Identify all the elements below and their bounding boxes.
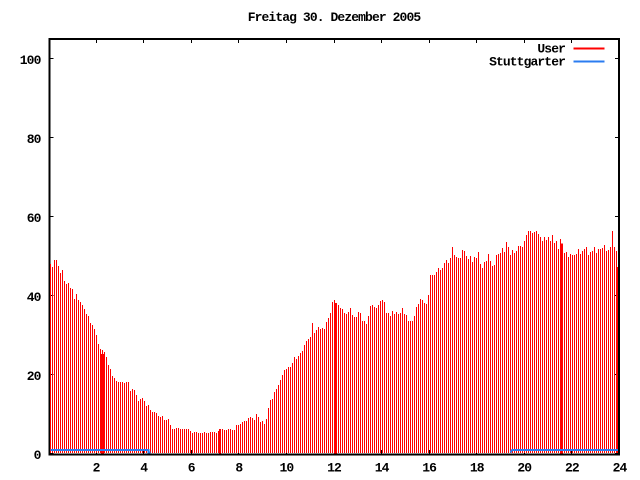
svg-text:18: 18: [470, 461, 485, 476]
svg-text:10: 10: [279, 461, 294, 476]
svg-text:6: 6: [188, 461, 196, 476]
svg-text:24: 24: [613, 461, 628, 476]
svg-text:14: 14: [375, 461, 390, 476]
svg-text:User: User: [537, 42, 565, 57]
svg-text:8: 8: [235, 461, 243, 476]
svg-text:22: 22: [565, 461, 580, 476]
svg-text:20: 20: [517, 461, 532, 476]
svg-text:4: 4: [140, 461, 148, 476]
svg-text:2: 2: [93, 461, 101, 476]
svg-text:Stuttgarter: Stuttgarter: [489, 55, 565, 70]
svg-text:12: 12: [327, 461, 342, 476]
svg-text:20: 20: [27, 369, 42, 384]
svg-text:60: 60: [27, 211, 42, 226]
svg-text:0: 0: [34, 448, 42, 463]
svg-text:40: 40: [27, 290, 42, 305]
svg-text:16: 16: [422, 461, 437, 476]
svg-text:Freitag 30. Dezember 2005: Freitag 30. Dezember 2005: [248, 10, 422, 25]
svg-text:100: 100: [20, 53, 42, 68]
svg-text:80: 80: [27, 132, 42, 147]
